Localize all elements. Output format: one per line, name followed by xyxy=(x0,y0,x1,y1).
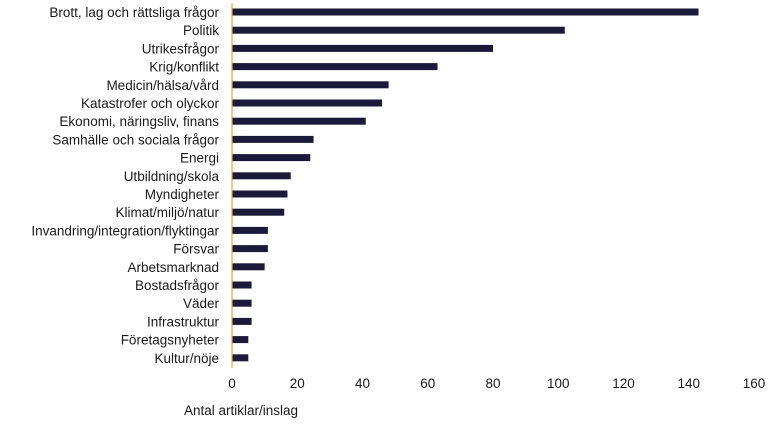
x-tick-label: 100 xyxy=(547,376,570,391)
bar xyxy=(232,81,389,89)
x-tick-label: 140 xyxy=(677,376,700,391)
category-label: Väder xyxy=(183,296,220,311)
x-tick-label: 160 xyxy=(743,376,766,391)
category-label: Myndigheter xyxy=(145,187,220,202)
x-tick-label: 0 xyxy=(228,376,236,391)
category-label: Försvar xyxy=(173,242,219,257)
x-tick-label: 40 xyxy=(355,376,370,391)
bar xyxy=(232,135,314,143)
category-label: Medicin/hälsa/vård xyxy=(106,78,219,93)
x-tick-label: 80 xyxy=(485,376,500,391)
category-label: Brott, lag och rättsliga frågor xyxy=(49,5,219,20)
category-label: Energi xyxy=(180,151,219,166)
category-label: Företagsnyheter xyxy=(121,333,220,348)
bar xyxy=(232,154,311,162)
category-label: Krig/konflikt xyxy=(149,60,219,75)
category-label: Utrikesfrågor xyxy=(142,41,220,56)
bar xyxy=(232,117,366,125)
category-label: Kultur/nöje xyxy=(154,351,219,366)
bar xyxy=(232,190,288,198)
bar xyxy=(232,26,565,34)
bar xyxy=(232,44,493,52)
bar xyxy=(232,336,249,344)
x-axis-title: Antal artiklar/inslag xyxy=(184,403,298,418)
x-tick-label: 20 xyxy=(290,376,305,391)
bar xyxy=(232,226,268,234)
category-label: Arbetsmarknad xyxy=(127,260,219,275)
category-label: Katastrofer och olyckor xyxy=(81,96,220,111)
category-labels: Brott, lag och rättsliga frågor Politik Ut… xyxy=(31,5,219,366)
bar xyxy=(232,172,291,180)
bar xyxy=(232,8,699,16)
category-label: Klimat/miljö/natur xyxy=(115,205,219,220)
bar xyxy=(232,281,252,289)
bar xyxy=(232,99,383,107)
category-label: Bostadsfrågor xyxy=(135,278,220,293)
category-label: Utbildning/skola xyxy=(124,169,220,184)
bars-group xyxy=(232,8,699,362)
bar xyxy=(232,263,265,271)
category-label: Infrastruktur xyxy=(147,314,220,329)
category-label: Invandring/integration/flyktingar xyxy=(31,223,219,238)
category-label: Politik xyxy=(183,23,219,38)
category-label: Ekonomi, näringsliv, finans xyxy=(59,114,219,129)
bar xyxy=(232,63,438,71)
x-tick-label: 60 xyxy=(420,376,435,391)
bar xyxy=(232,245,268,253)
x-tick-label: 120 xyxy=(612,376,635,391)
bar xyxy=(232,354,249,362)
category-label: Samhälle och sociala frågor xyxy=(52,132,219,147)
bar xyxy=(232,208,285,216)
bar xyxy=(232,317,252,325)
x-tick-labels: 0 20 40 60 80 100 120 140 160 xyxy=(228,376,765,391)
bar xyxy=(232,299,252,307)
